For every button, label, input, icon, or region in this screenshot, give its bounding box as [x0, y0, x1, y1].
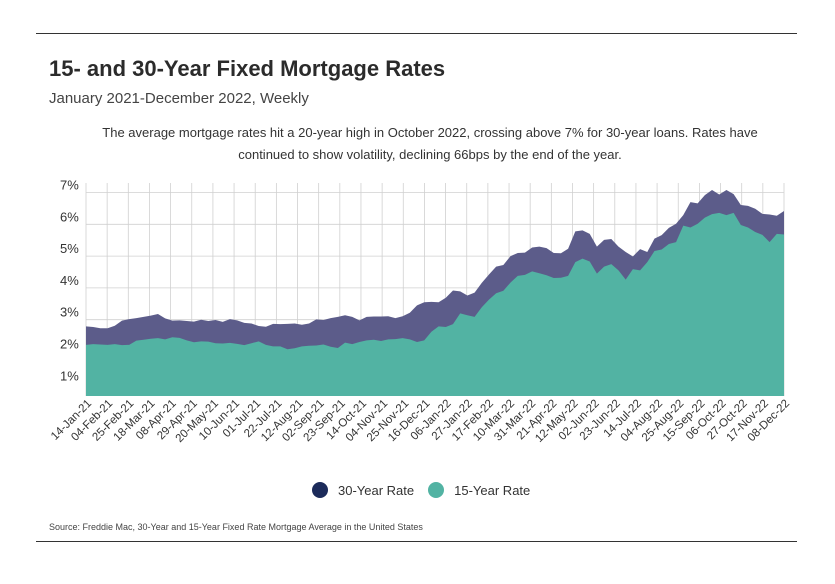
legend-swatch-30-year [312, 482, 328, 498]
legend-item-15-year[interactable]: 15-Year Rate [428, 482, 530, 498]
x-axis: 14-Jan-2104-Feb-2125-Feb-2118-Mar-2108-A… [49, 398, 792, 445]
chart-subtitle: January 2021-December 2022, Weekly [49, 90, 309, 107]
legend: 30-Year Rate 15-Year Rate [312, 482, 544, 498]
y-tick-label: 5% [60, 241, 79, 256]
area-15-year-rate [86, 212, 784, 396]
y-axis: 1% 2% 3% 4% 5% 6% 7% [60, 178, 79, 384]
bottom-rule [36, 541, 797, 542]
y-tick-label: 6% [60, 209, 79, 224]
annotation-line-1: The average mortgage rates hit a 20-year… [102, 125, 758, 140]
annotation-line-2: continued to show volatility, declining … [238, 147, 622, 162]
y-tick-label: 7% [60, 178, 79, 193]
legend-label-15-year: 15-Year Rate [454, 482, 531, 498]
chart-title: 15- and 30-Year Fixed Mortgage Rates [49, 56, 446, 81]
y-tick-label: 3% [60, 305, 79, 320]
y-tick-label: 4% [60, 273, 79, 288]
source-note: Source: Freddie Mac, 30-Year and 15-Year… [49, 522, 423, 532]
area-layer [86, 189, 784, 396]
legend-item-30-year[interactable]: 30-Year Rate [312, 482, 414, 498]
chart-annotation: The average mortgage rates hit a 20-year… [100, 122, 760, 166]
top-rule [36, 33, 797, 34]
legend-swatch-15-year [428, 482, 445, 498]
y-tick-label: 2% [60, 336, 79, 351]
legend-label-30-year: 30-Year Rate [338, 482, 415, 498]
y-tick-label: 1% [60, 368, 79, 383]
